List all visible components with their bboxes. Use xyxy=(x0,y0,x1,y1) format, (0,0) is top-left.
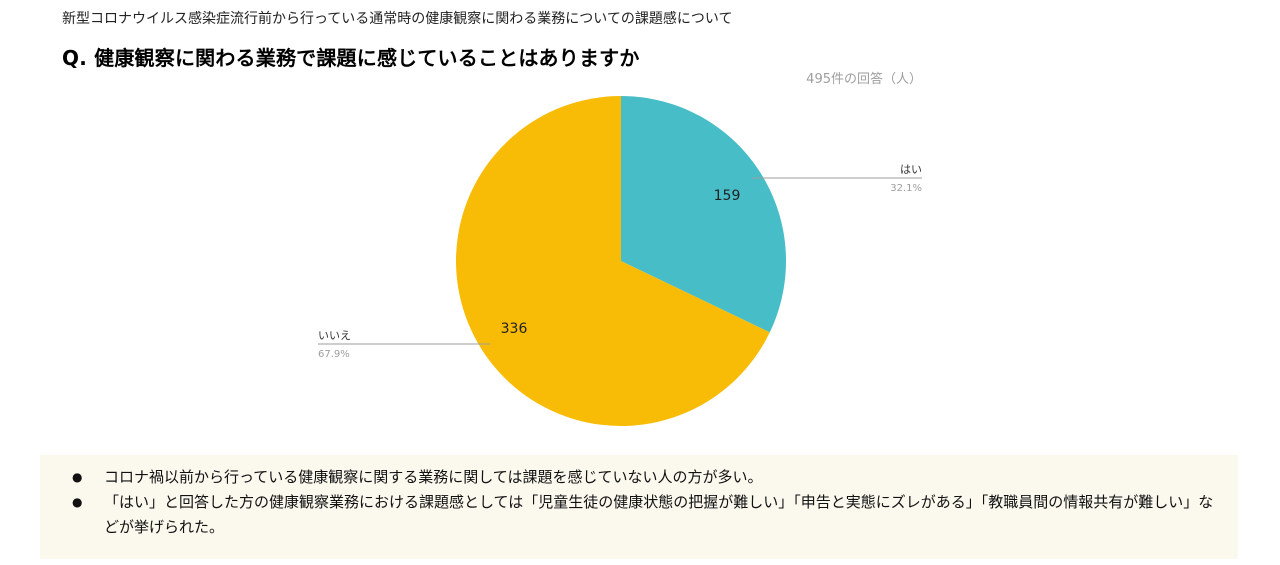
note-item: コロナ禍以前から行っている健康観察に関する業務に関しては課題を感じていない人の方… xyxy=(72,465,1218,490)
response-count: 495件の回答（人） xyxy=(806,72,922,87)
slice-label-no: いいえ xyxy=(318,329,351,342)
note-item: 「はい」と回答した方の健康観察業務における課題感としては「児童生徒の健康状態の把… xyxy=(72,490,1218,540)
page-subtitle: 新型コロナウイルス感染症流行前から行っている通常時の健康観察に関わる業務について… xyxy=(62,11,733,27)
slice-value-yes: 159 xyxy=(714,188,741,204)
slice-percent-yes: 32.1% xyxy=(890,183,922,194)
question-title: Q. 健康観察に関わる業務で課題に感じていることはありますか xyxy=(62,46,640,70)
slice-percent-no: 67.9% xyxy=(318,349,350,360)
pie-slice-no xyxy=(456,96,770,426)
slice-label-yes: はい xyxy=(900,163,922,176)
slice-value-no: 336 xyxy=(501,321,528,337)
summary-notes: コロナ禍以前から行っている健康観察に関する業務に関しては課題を感じていない人の方… xyxy=(40,455,1238,559)
pie-chart: はい 32.1% いいえ 67.9% 159 336 xyxy=(318,96,922,426)
pie-slice-yes xyxy=(621,96,786,333)
